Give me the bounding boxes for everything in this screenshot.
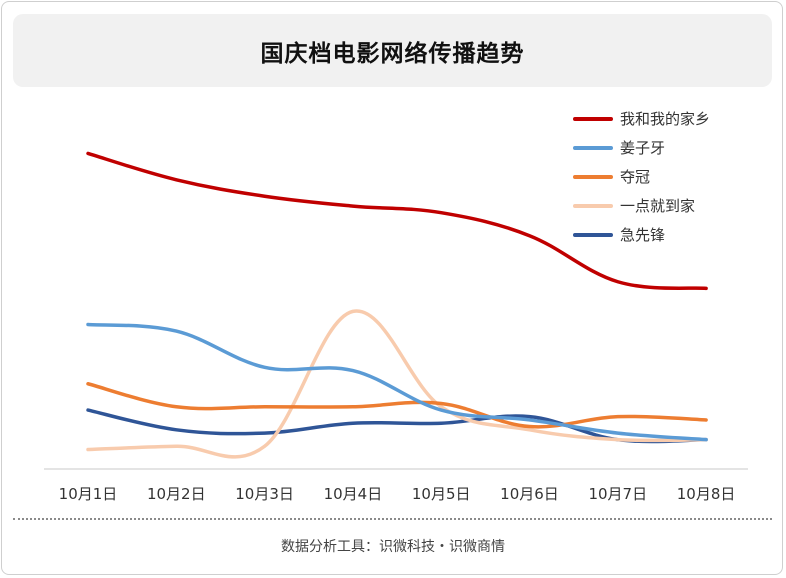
legend-swatch bbox=[573, 232, 613, 237]
x-tick-label: 10月4日 bbox=[324, 485, 383, 503]
x-tick-label: 10月1日 bbox=[59, 485, 118, 503]
chart-legend: 我和我的家乡 姜子牙夺冠一点就到家急先锋 bbox=[573, 104, 710, 249]
x-tick-label: 10月6日 bbox=[500, 485, 559, 503]
legend-swatch bbox=[573, 145, 613, 150]
legend-label: 急先锋 bbox=[620, 226, 666, 244]
x-tick-label: 10月8日 bbox=[677, 485, 736, 503]
series-line bbox=[86, 408, 708, 444]
legend-label: 一点就到家 bbox=[620, 197, 696, 215]
legend-item: 姜子牙 bbox=[573, 133, 710, 162]
legend-swatch bbox=[573, 174, 613, 179]
x-tick-label: 10月3日 bbox=[235, 485, 294, 503]
legend-label: 姜子牙 bbox=[620, 139, 666, 157]
data-source-text: 数据分析工具：识微科技・识微商情 bbox=[281, 539, 505, 555]
chart-title: 国庆档电影网络传播趋势 bbox=[260, 40, 525, 67]
legend-swatch bbox=[573, 203, 613, 208]
x-tick-label: 10月7日 bbox=[588, 485, 647, 503]
legend-item: 夺冠 bbox=[573, 162, 710, 191]
footer-divider bbox=[13, 518, 772, 520]
series-line bbox=[86, 151, 708, 291]
legend-item: 急先锋 bbox=[573, 220, 710, 249]
legend-item: 我和我的家乡 bbox=[573, 104, 710, 133]
series-line bbox=[86, 309, 708, 459]
legend-label: 我和我的家乡 bbox=[620, 110, 711, 128]
title-banner: 国庆档电影网络传播趋势 bbox=[13, 14, 772, 87]
legend-label: 夺冠 bbox=[620, 168, 651, 186]
series-line bbox=[86, 382, 708, 429]
legend-item: 一点就到家 bbox=[573, 191, 710, 220]
x-tick-label: 10月2日 bbox=[147, 485, 206, 503]
series-line bbox=[86, 322, 708, 442]
x-tick-label: 10月5日 bbox=[412, 485, 471, 503]
legend-swatch bbox=[573, 116, 613, 121]
